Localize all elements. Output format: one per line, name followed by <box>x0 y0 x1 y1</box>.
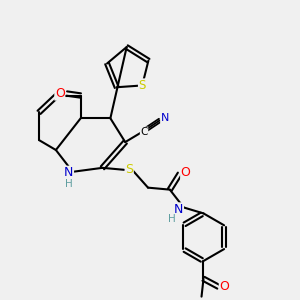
Text: H: H <box>168 214 176 224</box>
Text: O: O <box>181 166 190 179</box>
Text: N: N <box>64 166 74 179</box>
Text: N: N <box>174 203 183 216</box>
Text: N: N <box>161 113 169 123</box>
Text: H: H <box>65 179 73 189</box>
Text: S: S <box>139 79 146 92</box>
Text: O: O <box>219 280 229 293</box>
Text: C: C <box>140 127 148 137</box>
Text: O: O <box>55 87 65 100</box>
Text: S: S <box>125 163 133 176</box>
